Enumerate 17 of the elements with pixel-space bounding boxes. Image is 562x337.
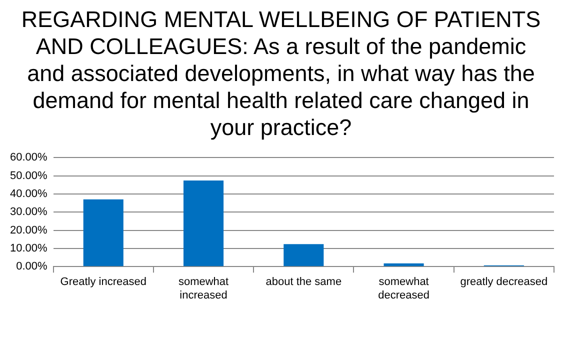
bar <box>83 199 124 266</box>
bar <box>384 263 424 266</box>
y-tick-label: 50.00% <box>10 170 48 182</box>
x-tick-label: Greatly increased <box>60 276 146 288</box>
x-tick-label: greatly decreased <box>460 276 548 288</box>
chart-title: REGARDING MENTAL WELLBEING OF PATIENTS AND COLLEAGUES: As a result of the pandemic and associated developments, in what way has the demand for mental health related care changed in your practice? <box>21 6 541 141</box>
x-tick-label: somewhat decreased <box>378 276 430 302</box>
x-tick-label: about the same <box>266 276 342 288</box>
y-tick-label: 20.00% <box>10 224 48 236</box>
bar <box>183 180 224 266</box>
y-tick-label: 0.00% <box>16 260 48 273</box>
x-tick-label: somewhat increased <box>178 276 229 302</box>
y-tick-label: 60.00% <box>10 152 48 164</box>
y-tick-label: 40.00% <box>10 188 48 200</box>
bar <box>284 244 324 266</box>
y-tick-label: 10.00% <box>10 242 48 254</box>
y-tick-label: 30.00% <box>10 206 48 218</box>
